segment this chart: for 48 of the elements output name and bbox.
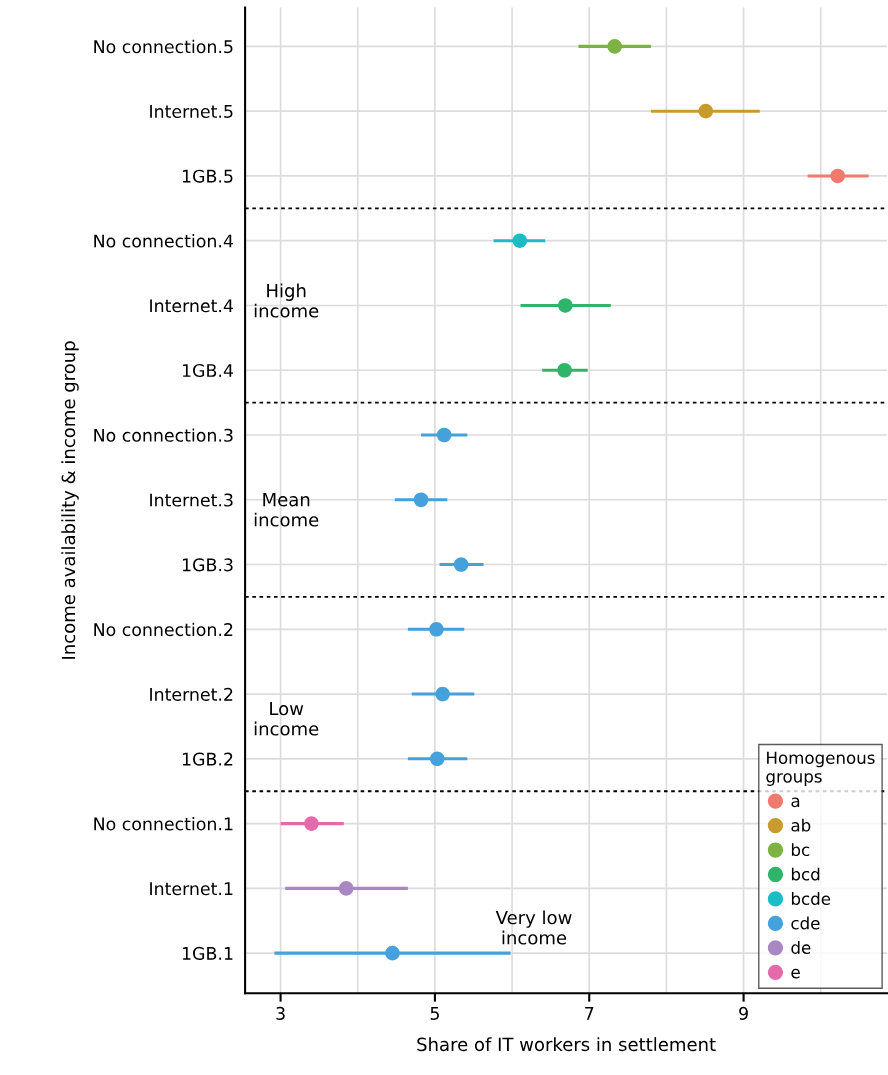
point [436, 427, 452, 443]
x-tick-label: 5 [430, 1007, 439, 1020]
legend-label: cde [791, 916, 820, 930]
point [453, 557, 469, 572]
y-tick-label: 1GB.5 [182, 169, 233, 183]
point [429, 622, 444, 637]
y-axis-title: Income availability & income group [61, 341, 79, 659]
x-tick-label: 9 [739, 1006, 748, 1020]
x-tick-label: 7 [585, 1007, 594, 1020]
y-tick-label: Internet.5 [150, 105, 233, 118]
point [338, 881, 354, 896]
legend-label: bc [791, 843, 810, 857]
point [558, 298, 573, 313]
annotation: Mean income [254, 492, 319, 527]
point [557, 362, 572, 378]
point [698, 103, 714, 119]
annotation: Low income [254, 701, 319, 736]
y-tick-label: Internet.4 [150, 299, 233, 313]
y-tick-label: 1GB.2 [182, 752, 233, 766]
y-tick-label: Internet.1 [150, 882, 233, 896]
legend-label: de [791, 941, 811, 954]
y-tick-label: 1GB.1 [182, 946, 233, 960]
point [413, 492, 429, 508]
point [429, 751, 445, 767]
legend-label: e [791, 968, 800, 979]
legend-label: bcde [791, 892, 831, 906]
y-tick-label: No connection.2 [94, 622, 233, 637]
point [607, 39, 622, 54]
point [385, 945, 400, 961]
annotation: Very low income [495, 910, 572, 945]
y-tick-label: No connection.3 [94, 428, 233, 442]
point [435, 686, 450, 702]
point [830, 168, 846, 184]
y-tick-label: Internet.3 [150, 493, 233, 507]
legend-label: a [791, 797, 800, 808]
y-tick-label: 1GB.4 [182, 363, 233, 378]
point [512, 233, 528, 248]
y-tick-label: No connection.1 [94, 817, 233, 831]
y-tick-label: 1GB.3 [182, 558, 233, 572]
x-axis-title: Share of IT workers in settlement [417, 1037, 716, 1052]
annotation: High income [254, 283, 319, 318]
point [304, 816, 319, 831]
y-tick-label: No connection.4 [94, 234, 233, 248]
y-tick-label: Internet.2 [150, 687, 233, 701]
y-tick-label: No connection.5 [94, 39, 233, 54]
x-tick-label: 3 [276, 1006, 285, 1020]
legend-label: bcd [791, 867, 820, 881]
legend-label: ab [791, 818, 811, 832]
